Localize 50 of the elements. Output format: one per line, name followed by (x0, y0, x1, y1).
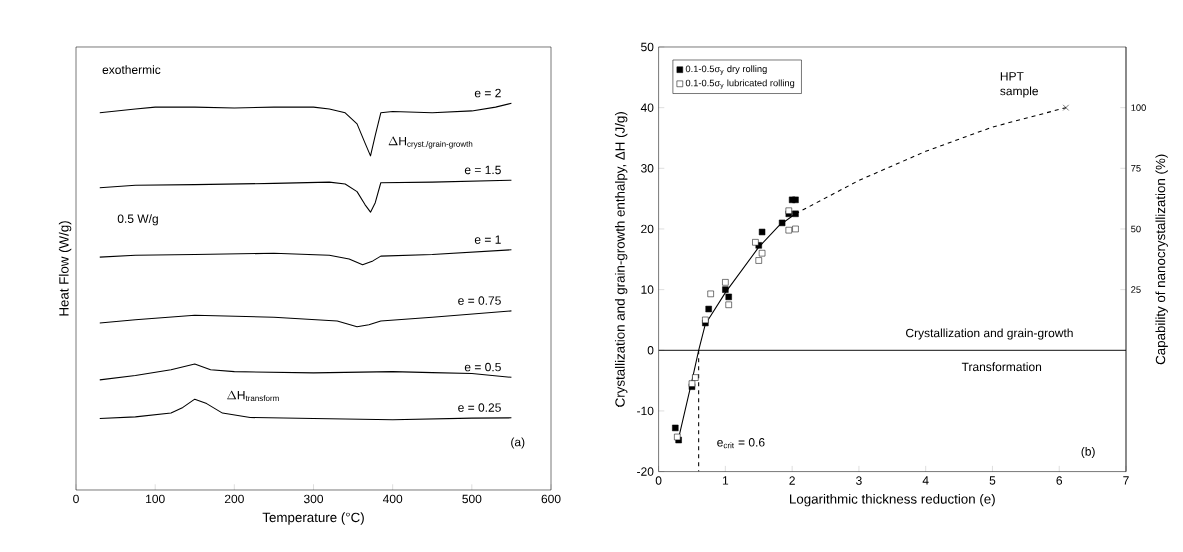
x-tick-label: 1 (722, 476, 729, 485)
legend-label: 0.1-0.5σ$_{y}$ lubricated rolling (685, 79, 795, 89)
y2-tick-label: 25 (1131, 286, 1141, 293)
x-tick-label: 5 (989, 476, 996, 485)
x-tick-label: 0 (73, 494, 79, 504)
annotation: $\Delta\text{H}_{\text{cryst./grain-growth}}$ (388, 136, 473, 149)
annotation: 0.5 W/g (117, 214, 158, 226)
series-label: e = 0.25 (458, 403, 501, 412)
y2-tick-label: 100 (1131, 104, 1146, 111)
x-tick-label: 3 (856, 476, 862, 485)
x-tick-label: 4 (922, 476, 929, 485)
annotation: HPT sample (1000, 72, 1039, 98)
x-tick-label: 0 (655, 476, 662, 485)
text: (a) (511, 437, 525, 449)
ref-line-label: e$_{crit}$ = 0.6 (717, 438, 765, 449)
y2-axis-title: Capability of nanocrystallization (%) (1155, 154, 1168, 365)
series-label: e = 0.75 (458, 296, 501, 305)
x-axis-title: Temperature (°C) (262, 512, 364, 525)
x-tick-label: 6 (1056, 476, 1063, 485)
y-tick-label: 30 (641, 164, 654, 173)
text: exothermic (102, 65, 161, 74)
x-tick-label: 500 (462, 494, 482, 504)
x-axis-title: Logarithmic thickness reduction (e) (790, 493, 995, 507)
x-tick-label: 300 (303, 494, 324, 504)
y-tick-label: 40 (640, 103, 654, 112)
series-label: e = 2 (474, 88, 501, 98)
annotation: $\Delta\text{H}_{\text{transform}}$ (227, 390, 279, 402)
y-tick-label: 20 (641, 224, 654, 234)
x-tick-label: 2 (789, 476, 795, 485)
x-tick-label: 200 (224, 494, 244, 504)
annotation: Crystallization and grain-growth (906, 328, 1073, 340)
y-tick-label: -20 (637, 467, 654, 476)
y-axis-title: Crystallization and grain-growth enthalpy, ΔH (J/g) (614, 112, 628, 407)
series-label: e = 1 (474, 235, 501, 244)
x-tick-label: 7 (1123, 476, 1129, 485)
legend-label: 0.1-0.5σ$_{y}$ dry rolling (685, 65, 767, 75)
y2-tick-label: 75 (1131, 165, 1141, 172)
annotation: Transformation (961, 362, 1042, 372)
y-axis-title: Heat Flow (W/g) (58, 221, 72, 316)
y2-tick-label: 50 (1131, 225, 1141, 233)
x-tick-label: 600 (541, 494, 561, 504)
y-tick-label: 50 (641, 42, 654, 52)
x-tick-label: 400 (382, 494, 403, 504)
y-tick-label: -10 (637, 406, 654, 416)
y-tick-label: 10 (641, 285, 654, 294)
series-label: e = 0.5 (464, 362, 501, 372)
series-label: e = 1.5 (464, 165, 501, 175)
annotation: (b) (1081, 446, 1095, 459)
x-tick-label: 100 (146, 494, 165, 504)
y-tick-label: 0 (647, 346, 654, 355)
